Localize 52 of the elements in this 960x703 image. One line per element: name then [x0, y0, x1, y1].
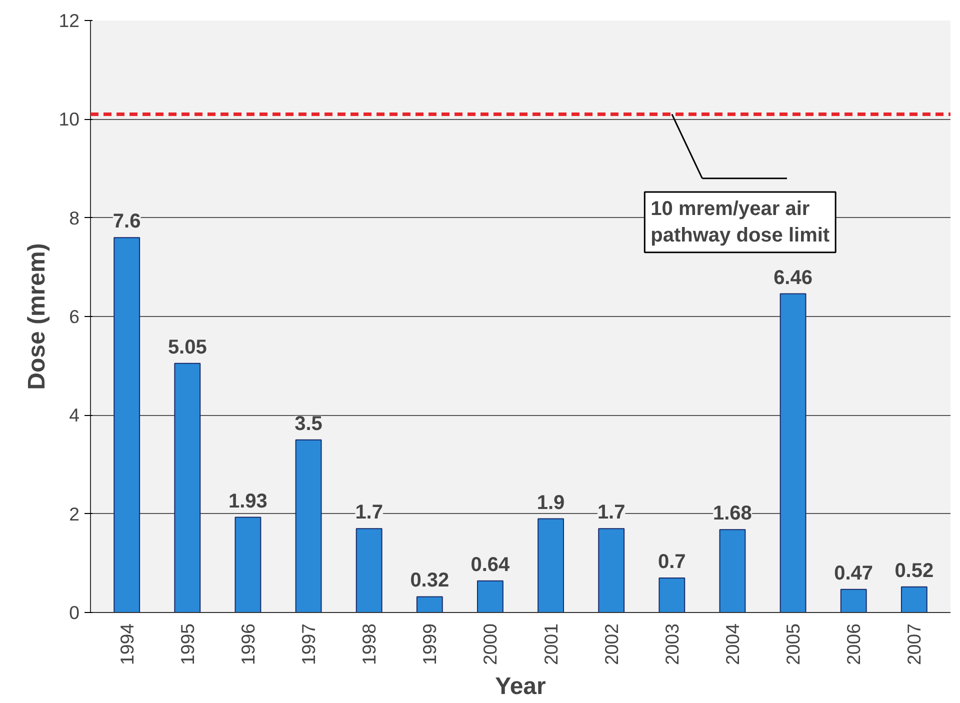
data-label: 0.64	[470, 554, 511, 576]
bar	[840, 588, 867, 612]
x-tick-label: 2004	[722, 623, 743, 666]
data-label: 1.7	[355, 502, 384, 524]
x-tick-label: 2001	[540, 623, 562, 666]
data-label: 6.46	[774, 266, 813, 289]
bar	[477, 580, 504, 612]
data-label: 5.05	[168, 336, 207, 358]
x-tick-label: 2002	[600, 623, 622, 666]
data-label: 0.32	[410, 570, 450, 592]
x-tick-label: 2003	[661, 623, 682, 666]
x-tick-label: 1999	[419, 623, 440, 666]
bar	[416, 596, 443, 612]
x-tick-label: 2005	[782, 623, 804, 666]
x-tick-label: 1994	[116, 623, 138, 666]
x-axis-title: Year	[495, 673, 546, 700]
bar	[234, 516, 262, 612]
data-label: 1.7	[597, 502, 626, 524]
y-tick-label: 4	[69, 404, 80, 426]
bar	[356, 528, 382, 612]
x-tick-label: 2000	[480, 623, 501, 666]
y-tick-label: 8	[69, 207, 80, 228]
data-label: 0.47	[834, 562, 874, 584]
data-label: 1.9	[536, 492, 565, 514]
data-label: 3.5	[294, 412, 322, 435]
x-tick-label: 2006	[843, 623, 864, 666]
bar	[114, 237, 140, 612]
data-label: 1.68	[713, 502, 752, 525]
bar	[719, 529, 746, 612]
bar	[174, 362, 201, 612]
y-tick-label: 6	[69, 306, 80, 327]
x-tick-label: 1997	[298, 623, 320, 666]
y-tick-label: 2	[69, 503, 80, 524]
bar	[780, 293, 806, 612]
bar	[538, 518, 564, 612]
bar	[900, 586, 928, 612]
x-tick-label: 1998	[358, 623, 380, 666]
x-tick-label: 2007	[904, 623, 925, 666]
x-tick-label: 1996	[237, 623, 258, 666]
data-label: 0.7	[658, 550, 686, 573]
y-tick-label: 10	[58, 108, 80, 130]
bar	[658, 577, 686, 612]
bar	[598, 528, 625, 612]
y-tick-label: 12	[58, 10, 80, 31]
data-label: 1.93	[228, 490, 268, 512]
ref-line-label: 10 mrem/year air pathway dose limit	[650, 198, 830, 246]
y-tick-label: 0	[69, 602, 80, 623]
data-label: 7.6	[112, 210, 141, 233]
bar	[295, 439, 322, 612]
x-tick-label: 1995	[176, 623, 198, 666]
data-label: 0.52	[894, 560, 934, 582]
y-axis-title: Dose (mrem)	[24, 243, 51, 390]
